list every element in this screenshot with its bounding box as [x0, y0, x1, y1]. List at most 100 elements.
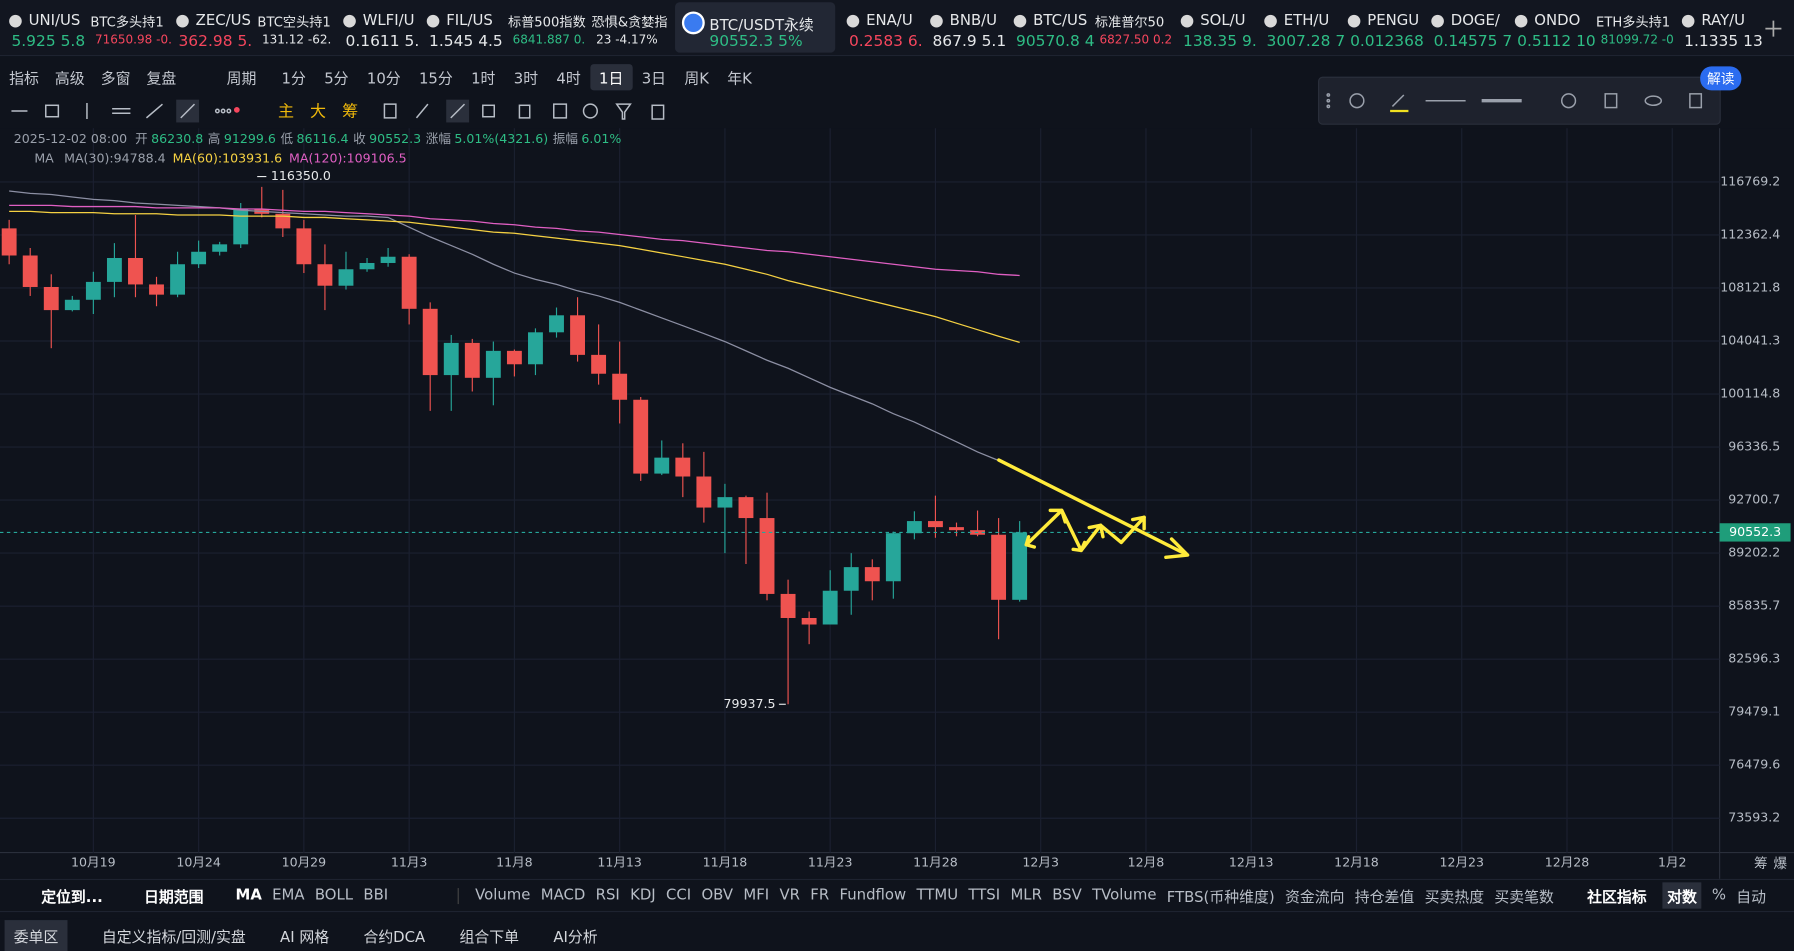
sub-indicator[interactable]: MLR: [1010, 886, 1042, 905]
ticker-item[interactable]: ONDO 0.5112 10: [1513, 2, 1597, 52]
tool-label[interactable]: 筹: [342, 102, 359, 122]
user-drawing[interactable]: [997, 458, 1190, 560]
ticker-item[interactable]: BTC多头持1 71650.98 -0.: [90, 2, 174, 52]
candle-body: [1012, 532, 1028, 600]
ticker-item[interactable]: DOGE/0.14575 7: [1429, 2, 1513, 52]
add-button[interactable]: [1763, 18, 1784, 39]
period[interactable]: 1时: [471, 70, 496, 88]
ticker-value: 0.5112 10: [1517, 32, 1596, 50]
tab[interactable]: 委单区: [4, 919, 68, 951]
sub-indicator[interactable]: 买卖笔数: [1494, 889, 1554, 907]
sub-indicator[interactable]: FTBS(币种维度): [1166, 889, 1275, 907]
sub-indicator[interactable]: BSV: [1052, 886, 1082, 905]
ticker-item[interactable]: ZEC/US 362.98 5.: [174, 2, 258, 52]
ticker-item[interactable]: 标准普尔50 6827.50 0.2: [1095, 2, 1179, 52]
ticker-item[interactable]: FIL/US 1.545 4.5: [424, 2, 508, 52]
community[interactable]: 社区指标: [1587, 889, 1647, 907]
ticker-symbol: BNB/U: [949, 12, 998, 30]
draw-icons-2[interactable]: [382, 99, 679, 123]
tool-label[interactable]: 主: [278, 102, 295, 122]
sub-indicator[interactable]: KDJ: [630, 886, 656, 905]
main-indicator[interactable]: MA: [235, 886, 262, 905]
ma-value: 103931.6: [222, 151, 283, 166]
menu-item[interactable]: 高级: [54, 70, 85, 88]
sub-indicator[interactable]: MFI: [743, 886, 770, 905]
tab[interactable]: 组合下单: [459, 928, 520, 946]
main-indicator[interactable]: BOLL: [314, 886, 354, 905]
sub-indicator[interactable]: CCI: [665, 886, 692, 905]
period[interactable]: 10分: [366, 70, 401, 88]
tab[interactable]: 合约DCA: [363, 928, 426, 946]
ticker-item[interactable]: ETH多头持1 81099.72 -0: [1596, 2, 1680, 52]
period[interactable]: 3时: [513, 70, 539, 88]
sub-indicator[interactable]: 资金流向: [1284, 889, 1345, 907]
ticker-item[interactable]: ENA/U 0.2583 6.: [844, 2, 928, 52]
drawing-tools: 主大筹: [9, 96, 679, 126]
ticker-item[interactable]: UNI/US 5.925 5.8: [7, 2, 91, 52]
sub-indicator[interactable]: 买卖热度: [1424, 889, 1485, 907]
sub-indicator[interactable]: TVolume: [1092, 886, 1157, 905]
tab[interactable]: 自定义指标/回测/实盘: [101, 928, 246, 946]
main-indicator[interactable]: BBI: [363, 886, 389, 905]
scale-option[interactable]: 自动: [1736, 889, 1767, 907]
sub-indicator[interactable]: VR: [779, 886, 800, 905]
period-menu[interactable]: 周期: [226, 70, 257, 88]
sub-indicator[interactable]: Fundflow: [839, 886, 907, 905]
candle-body: [422, 308, 438, 376]
ticker-item[interactable]: BNB/U 867.9 5.1: [928, 2, 1012, 52]
ticker-item[interactable]: BTC空头持1 131.12 -62.: [257, 2, 341, 52]
candle-body: [928, 521, 943, 528]
sub-indicator[interactable]: RSI: [595, 886, 620, 905]
sub-indicator[interactable]: OBV: [701, 886, 734, 905]
period[interactable]: 周K: [684, 70, 709, 88]
period[interactable]: 年K: [727, 70, 752, 88]
tab[interactable]: AI 网格: [280, 928, 330, 946]
ticker-item[interactable]: PENGU 0.012368 7: [1345, 2, 1429, 52]
candle-body: [191, 251, 207, 265]
draw-icons[interactable]: [9, 99, 261, 123]
ticker-price: 90570.8: [1015, 32, 1080, 51]
tool-label[interactable]: 大: [310, 102, 327, 122]
sub-indicator[interactable]: MACD: [540, 886, 586, 905]
period[interactable]: 3日: [641, 70, 667, 88]
locate[interactable]: 定位到...: [41, 889, 103, 907]
y-tick-label: 112362.4: [1720, 226, 1780, 241]
ticker-item[interactable]: BTC/USDT永续 90552.3 5%: [675, 2, 836, 53]
ticker-item[interactable]: BTC/US 90570.8 4: [1011, 2, 1095, 52]
ticker-value: 131.12 -62.: [262, 33, 331, 47]
ticker-item[interactable]: 标普500指数 6841.887 0.: [508, 2, 592, 52]
scale-option[interactable]: 对数: [1662, 882, 1702, 909]
ticker-price: 0.14575: [1433, 32, 1498, 51]
scale-option[interactable]: %: [1711, 886, 1726, 905]
sub-indicator[interactable]: Volume: [475, 886, 531, 905]
ticker-symbol: ETH多头持1: [1596, 13, 1671, 30]
ticker-item[interactable]: WLFI/U 0.1611 5.: [341, 2, 425, 52]
period[interactable]: 1分: [281, 70, 306, 88]
candle-body: [591, 354, 607, 374]
main-indicator[interactable]: EMA: [272, 886, 305, 905]
interpret-button[interactable]: 解读: [1700, 66, 1742, 91]
sub-indicator[interactable]: TTMU: [916, 886, 959, 905]
sub-indicator[interactable]: TTSI: [968, 886, 1001, 905]
ticker-item[interactable]: SOL/U 138.35 9.: [1178, 2, 1262, 52]
menu-item[interactable]: 复盘: [146, 70, 177, 88]
candle-body: [949, 527, 964, 531]
period[interactable]: 5分: [324, 70, 349, 88]
menu-item[interactable]: 指标: [9, 70, 39, 88]
tab[interactable]: AI分析: [553, 928, 598, 946]
ticker-item[interactable]: RAY/U 1.1335 13: [1680, 2, 1764, 52]
ticker-change: 5.: [237, 32, 253, 51]
menu-item[interactable]: 多窗: [100, 70, 131, 88]
period[interactable]: 1日: [589, 63, 633, 90]
ticker-item[interactable]: 恐惧&贪婪指 23 -4.17%: [592, 2, 676, 52]
period[interactable]: 4时: [556, 70, 581, 88]
floating-toolbar[interactable]: [1318, 76, 1721, 125]
candle-body: [759, 518, 775, 594]
ticker-value: 0.2583 6.: [849, 32, 923, 50]
sub-indicator[interactable]: 持仓差值: [1354, 889, 1415, 907]
ticker-item[interactable]: ETH/U 3007.28 7: [1262, 2, 1346, 52]
sub-indicator[interactable]: FR: [810, 886, 830, 905]
period[interactable]: 15分: [418, 70, 453, 88]
candlestick-chart: 73593.2 76479.6 79479.1 82596.3 85835.7 89202…: [0, 128, 1794, 879]
date-range[interactable]: 日期范围: [143, 889, 204, 907]
